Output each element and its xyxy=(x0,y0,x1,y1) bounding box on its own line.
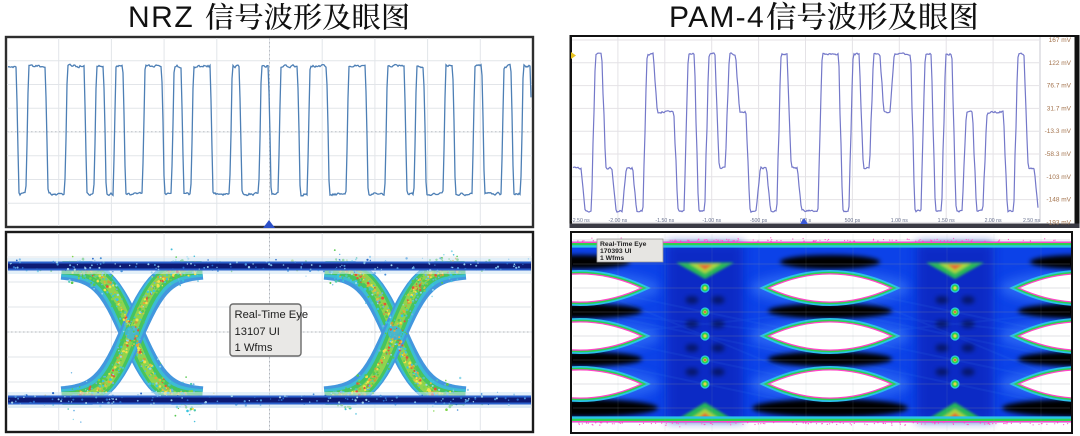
svg-text:Real-Time Eye: Real-Time Eye xyxy=(235,309,309,321)
svg-text:2.50 ns: 2.50 ns xyxy=(1023,218,1040,224)
svg-text:-103 mV: -103 mV xyxy=(1046,174,1071,181)
svg-text:1 Wfms: 1 Wfms xyxy=(235,342,273,354)
svg-text:-2.50 ns: -2.50 ns xyxy=(571,218,590,224)
svg-text:170393 UI: 170393 UI xyxy=(600,248,631,255)
svg-text:-193 mV: -193 mV xyxy=(1046,219,1071,226)
svg-text:122 mV: 122 mV xyxy=(1049,60,1072,67)
svg-text:31.7 mV: 31.7 mV xyxy=(1047,105,1072,112)
svg-text:13107 UI: 13107 UI xyxy=(235,326,280,338)
svg-text:500 ps: 500 ps xyxy=(845,218,861,224)
svg-text:-13.3 mV: -13.3 mV xyxy=(1045,128,1072,135)
svg-text:-148 mV: -148 mV xyxy=(1046,197,1071,204)
svg-text:76.7 mV: 76.7 mV xyxy=(1047,83,1072,90)
svg-text:1.00 ns: 1.00 ns xyxy=(891,218,908,224)
svg-text:1 Wfms: 1 Wfms xyxy=(600,255,624,262)
svg-text:NRZ: NRZ xyxy=(128,1,194,34)
svg-text:167 mV: 167 mV xyxy=(1049,37,1072,44)
svg-text:-58.3 mV: -58.3 mV xyxy=(1045,151,1072,158)
svg-text:-1.00 ns: -1.00 ns xyxy=(702,218,721,224)
svg-text:-1.50 ns: -1.50 ns xyxy=(655,218,674,224)
svg-text:-2.00 ns: -2.00 ns xyxy=(609,218,628,224)
svg-text:PAM-4: PAM-4 xyxy=(669,1,765,34)
svg-text:Real-Time Eye: Real-Time Eye xyxy=(600,241,647,248)
svg-text:-500 ps: -500 ps xyxy=(750,218,768,224)
svg-text:2.00 ns: 2.00 ns xyxy=(985,218,1002,224)
svg-text:1.50 ns: 1.50 ns xyxy=(938,218,955,224)
